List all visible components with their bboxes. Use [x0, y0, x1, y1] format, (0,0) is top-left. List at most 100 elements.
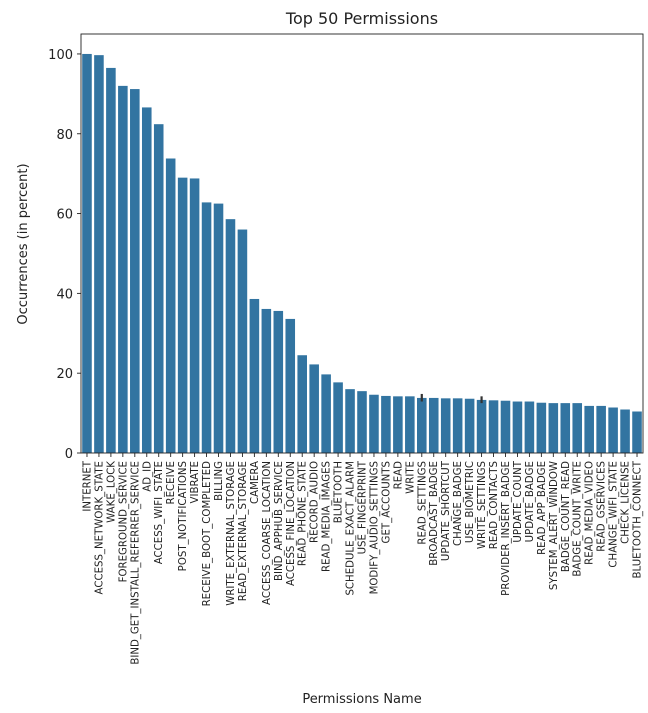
bar-bluetooth-connect: [632, 411, 642, 453]
bars-layer: [82, 53, 642, 454]
y-tick-label: 60: [56, 208, 73, 223]
bar-update-count: [512, 401, 523, 453]
chart-title: Top 50 Permissions: [285, 9, 438, 28]
x-tick-label: READ_PHONE_STATE: [298, 461, 309, 566]
x-tick-label: RECEIVE: [166, 461, 177, 504]
bar-read-media-images: [321, 374, 331, 453]
bar-internet: [82, 53, 92, 453]
bar-camera: [249, 298, 260, 453]
bar-badge-count-read: [560, 403, 571, 453]
x-tick-label: UPDATE_COUNT: [513, 460, 524, 542]
bar-foreground-service: [118, 85, 128, 453]
bar-system-alert-window: [548, 403, 559, 453]
bar-change-badge: [452, 398, 463, 453]
x-tick-label: READ: [393, 461, 404, 489]
x-tick-label: VIBRATE: [190, 461, 201, 503]
bar-ad-id: [141, 107, 152, 454]
x-tick-label: RECEIVE_BOOT_COMPLETED: [202, 461, 213, 607]
x-tick-label: READ_MEDIA_VIDEO: [585, 461, 596, 565]
x-tick-label: AD_ID: [142, 461, 153, 492]
x-tick-label: SYSTEM_ALERT_WINDOW: [549, 461, 560, 590]
y-tick-label: 40: [56, 287, 73, 302]
bar-check-license: [620, 409, 630, 453]
x-tick-label: BIND_GET_INSTALL_REFERRER_SERVICE: [130, 461, 141, 665]
bar-record-audio: [309, 364, 319, 453]
x-tick-label: CHANGE_BADGE: [453, 461, 464, 546]
bar-bluetooth: [333, 382, 343, 453]
x-tick-label: READ_EXTERNAL_STORAGE: [238, 461, 249, 601]
bar-read-phone-state: [297, 355, 307, 453]
bar-read-media-video: [584, 405, 594, 453]
x-axis-label: Permissions Name: [302, 692, 421, 707]
x-tick-label: USE_FINGERPRINT: [358, 460, 369, 554]
bar-receive-boot-completed: [201, 202, 212, 453]
bar-access-network-state: [94, 55, 104, 453]
x-tick-label: ACCESS_NETWORK_STATE: [94, 461, 105, 594]
x-tick-label: READ_APP_BADGE: [537, 461, 548, 555]
x-tick-label: PROVIDER_INSERT_BADGE: [501, 461, 512, 596]
bar-access-fine-location: [285, 318, 296, 453]
bar-write: [405, 396, 415, 453]
bar-billing: [213, 203, 224, 453]
bar-update-badge: [524, 401, 535, 453]
x-axis: INTERNET ACCESS_NETWORK_STATE WAKE_LOCK FOR…: [82, 453, 644, 665]
bar-receive: [165, 158, 176, 453]
x-tick-label: CHECK_LICENSE: [621, 461, 632, 544]
bar-read-external-storage: [237, 229, 248, 453]
x-tick-label: MODIFY_AUDIO_SETTINGS: [369, 461, 380, 594]
y-axis-label: Occurrences (in percent): [16, 163, 31, 324]
bar-provider-insert-badge: [500, 400, 511, 453]
x-tick-label: CAMERA: [250, 461, 261, 504]
x-tick-label: BADGE_COUNT_READ: [561, 461, 572, 572]
x-tick-label: WRITE_EXTERNAL_STORAGE: [226, 461, 237, 606]
bar-update-shortcut: [440, 398, 451, 453]
y-tick-label: 100: [48, 48, 73, 63]
bar-read-app-badge: [536, 402, 547, 453]
bar-read: [393, 396, 403, 453]
x-tick-label: BLUETOOTH_CONNECT: [633, 460, 644, 578]
bar-schedule-exact-alarm: [345, 389, 355, 453]
bar-write-external-storage: [225, 219, 236, 453]
x-tick-label: BIND_APPHUB_SERVICE: [274, 461, 285, 581]
bar-modify-audio-settings: [369, 394, 379, 453]
x-tick-label: POST_NOTIFICATIONS: [178, 461, 189, 571]
bar-badge-count-write: [572, 403, 583, 453]
x-tick-label: READ_CONTACTS: [489, 461, 500, 549]
y-tick-label: 20: [56, 367, 73, 382]
bar-vibrate: [189, 178, 200, 453]
x-tick-label: SCHEDULE_EXACT_ALARM: [346, 461, 357, 596]
bar-read-settings: [417, 397, 427, 453]
x-tick-label: READ_MEDIA_IMAGES: [322, 461, 333, 572]
x-tick-label: RECORD_AUDIO: [310, 461, 321, 543]
error-bars-layer: [420, 393, 483, 404]
x-tick-label: ACCESS_COARSE_LOCATION: [262, 461, 273, 605]
x-tick-label: CHANGE_WIFI_STATE: [609, 461, 620, 568]
x-tick-label: ACCESS_WIFI_STATE: [154, 461, 165, 564]
bar-use-fingerprint: [357, 391, 367, 453]
bar-broadcast-badge: [428, 397, 439, 453]
bar-read-contacts: [488, 400, 499, 453]
bar-write-settings: [476, 399, 487, 453]
x-tick-label: FOREGROUND_SERVICE: [118, 461, 129, 582]
x-tick-label: READ_GSERVICES: [597, 461, 608, 552]
x-tick-label: UPDATE_BADGE: [525, 461, 536, 542]
bar-bind-apphub-service: [273, 310, 284, 453]
x-tick-label: BROADCAST_BADGE: [429, 461, 440, 566]
x-tick-label: ACCESS_FINE_LOCATION: [286, 461, 297, 586]
bar-change-wifi-state: [608, 407, 618, 453]
x-tick-label: BLUETOOTH: [334, 461, 345, 523]
x-tick-label: USE_BIOMETRIC: [465, 461, 476, 543]
x-tick-label: INTERNET: [82, 460, 93, 511]
bar-read-gservices: [596, 405, 606, 453]
x-tick-label: BADGE_COUNT_WRITE: [573, 461, 584, 577]
x-tick-label: UPDATE_SHORTCUT: [441, 460, 452, 561]
bar-access-coarse-location: [261, 308, 272, 453]
x-tick-label: GET_ACCOUNTS: [381, 461, 392, 543]
x-tick-label: READ_SETTINGS: [417, 461, 428, 545]
y-tick-label: 80: [56, 128, 73, 143]
x-tick-label: WRITE_SETTINGS: [477, 461, 488, 549]
x-tick-label: BILLING: [214, 461, 225, 501]
x-tick-label: WAKE_LOCK: [106, 461, 117, 523]
